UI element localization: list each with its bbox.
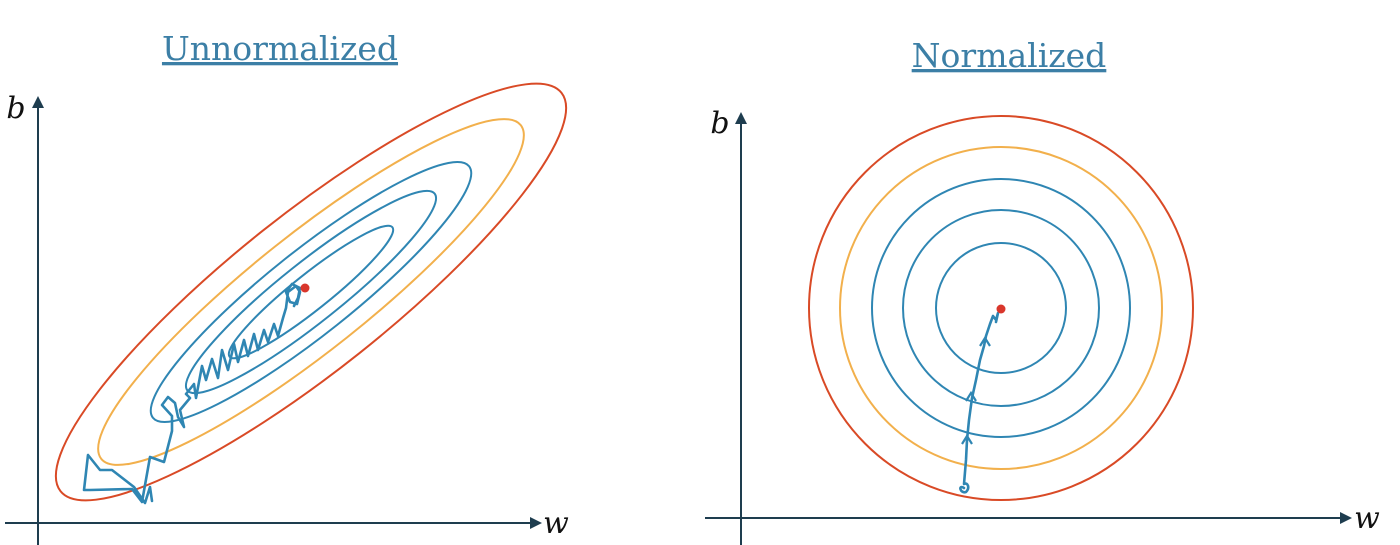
optimum-marker-normalized [996,304,1006,314]
contour-middle-normalized [839,146,1163,470]
contour-outer-unnormalized [54,82,568,502]
contours-normalized [808,115,1194,501]
contour-inner-1-normalized [871,178,1131,438]
contour-outer-normalized [808,115,1194,501]
y-axis-label-unnormalized: b [6,91,25,126]
contour-inner-2-unnormalized [184,189,438,395]
path-marker-normalized-2 [965,390,977,402]
panel-title-normalized: Normalized [912,36,1107,75]
panel-normalized: Normalized w b [705,36,1380,545]
contour-inner-3-unnormalized [227,224,395,360]
path-marker-normalized-3 [979,335,991,347]
x-axis-label-normalized: w [1354,501,1380,536]
optimum-marker-unnormalized [300,283,310,293]
panel-title-unnormalized: Unnormalized [162,29,398,68]
descent-path-normalized [959,311,1000,494]
panel-unnormalized: Unnormalized w b [5,29,569,545]
contour-inner-3-normalized [935,242,1067,374]
path-marker-normalized-1 [961,433,973,445]
x-axis-label-unnormalized: w [543,506,569,541]
y-axis-label-normalized: b [710,106,729,141]
contour-inner-1-unnormalized [149,161,473,423]
contour-inner-2-normalized [902,209,1100,407]
contour-middle-unnormalized [97,118,525,466]
descent-path-unnormalized [82,282,302,505]
contours-unnormalized [54,82,568,502]
